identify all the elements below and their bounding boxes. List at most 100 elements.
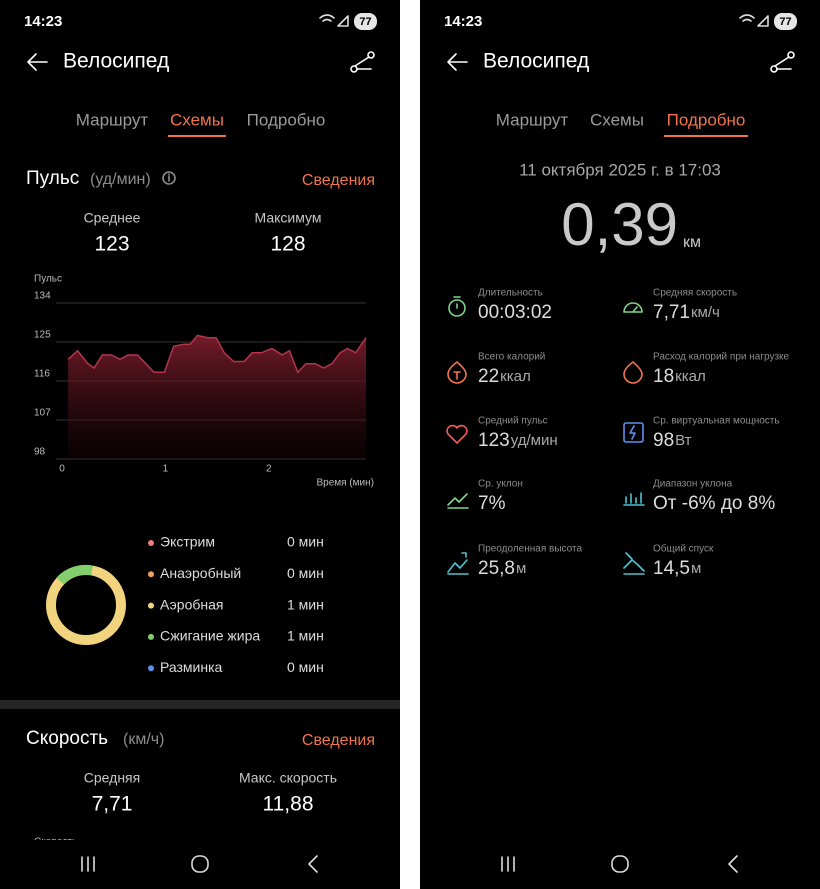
y-tick-label: 125 [34, 330, 51, 341]
status-icons [319, 14, 349, 27]
area-line [67, 334, 367, 374]
metric-number: 98 [653, 430, 674, 451]
nav-buttons[interactable] [81, 855, 318, 873]
metric-unit: уд/мин [511, 432, 558, 449]
battery-level: 77 [359, 16, 371, 28]
metric-number: 22 [478, 366, 499, 387]
metric-number: 7,71 [653, 302, 690, 323]
metric-unit: ккал [500, 368, 531, 385]
zone-duration: 0 мин [287, 659, 324, 675]
tab[interactable]: Схемы [590, 110, 644, 129]
tab[interactable]: Маршрут [496, 110, 569, 129]
metric-number: От -6% до 8% [653, 493, 775, 514]
nav-bar [0, 840, 400, 889]
distance-unit: км [683, 234, 701, 251]
stat-value: 11,88 [263, 793, 314, 816]
stat-value: 7,71 [92, 793, 133, 816]
y-tick-label: 134 [34, 291, 51, 302]
status-time: 14:23 [444, 13, 482, 30]
metric-value: 7% [478, 493, 506, 514]
metric-label: Диапазон уклона [653, 479, 733, 490]
page-title: Велосипед [63, 50, 169, 73]
metric-value: 22ккал [478, 366, 531, 387]
metric-value: 00:03:02 [478, 302, 552, 323]
details-link[interactable]: Сведения [302, 732, 375, 749]
zone-duration: 0 мин [287, 534, 324, 550]
x-tick-label: 1 [163, 464, 169, 475]
workout-date: 11 октября 2025 г. в 17:03 [519, 160, 721, 179]
metric-value: 14,5м [653, 558, 701, 579]
tab-active[interactable]: Схемы [170, 110, 224, 129]
stat-label: Средняя [84, 770, 140, 786]
nav-buttons[interactable] [501, 855, 738, 873]
zone-dot [148, 633, 154, 640]
metric-number: 123 [478, 430, 510, 451]
distance-value: 0,39 [561, 191, 678, 258]
info-icon[interactable] [162, 171, 176, 185]
metric-number: 14,5 [653, 558, 690, 579]
zone-dot [148, 665, 154, 672]
metric-value: 25,8м [478, 558, 526, 579]
y-tick-label: 116 [34, 369, 50, 380]
tab[interactable]: Подробно [247, 110, 326, 129]
metric-number: 25,8 [478, 558, 515, 579]
battery-level: 77 [779, 16, 791, 28]
battery [774, 13, 797, 30]
metric-label: Всего калорий [478, 352, 545, 363]
zone-dot [148, 540, 154, 546]
x-tick-label: 0 [59, 464, 65, 475]
battery [354, 13, 377, 30]
metric-value: 98Вт [653, 430, 692, 451]
pulse-chart: Пульс Время (мин) 98 107 116 125 134 0 1 2 [34, 274, 374, 489]
right-screen [420, 0, 820, 889]
zone-duration: 0 мин [287, 565, 324, 581]
section-title: Скорость [26, 728, 108, 749]
area-fill [68, 335, 366, 459]
stat-label: Максимум [255, 210, 322, 226]
zone-dot [148, 571, 154, 578]
section-divider [0, 700, 400, 709]
tab-underline [168, 135, 226, 137]
metric-label: Ср. уклон [478, 479, 523, 490]
stat-value: 128 [270, 233, 305, 256]
metric-label: Расход калорий при нагрузке [653, 352, 790, 363]
status-icons [739, 14, 769, 27]
tab[interactable]: Маршрут [76, 110, 149, 129]
metric-value: От -6% до 8% [653, 493, 775, 514]
zone-dot [148, 602, 154, 609]
metric-icons [446, 296, 645, 575]
back-button[interactable] [27, 53, 48, 71]
metric-number: 7% [478, 493, 506, 514]
metric-label: Средняя скорость [653, 288, 737, 299]
zone-name: Разминка [160, 659, 223, 675]
stat-value: 123 [94, 233, 129, 256]
metric-unit: м [516, 560, 526, 577]
zone-duration: 1 мин [287, 596, 324, 612]
zone-name: Экстрим [160, 534, 215, 550]
zone-name: Анаэробный [160, 565, 241, 581]
route-button[interactable] [350, 51, 375, 73]
y-tick-label: 98 [34, 447, 46, 458]
metric-value: 123уд/мин [478, 430, 558, 451]
tab-active[interactable]: Подробно [667, 110, 746, 129]
status-time: 14:23 [24, 13, 62, 30]
zone-donut [46, 564, 126, 645]
zone-name: Аэробная [160, 596, 223, 612]
metric-value: 18ккал [653, 366, 706, 387]
metric-label: Длительность [478, 288, 543, 299]
zone-name: Сжигание жира [160, 628, 260, 644]
metric-unit: ккал [675, 368, 706, 385]
zone-duration: 1 мин [287, 628, 324, 644]
metric-number: 00:03:02 [478, 302, 552, 323]
details-link[interactable]: Сведения [302, 172, 375, 189]
page-title: Велосипед [483, 50, 589, 73]
metric-value: 7,71км/ч [653, 302, 720, 323]
metric-unit: м [691, 560, 701, 577]
section-unit: (уд/мин) [90, 171, 151, 188]
route-button[interactable] [770, 51, 795, 73]
metric-label: Общий спуск [653, 543, 714, 555]
back-button[interactable] [447, 53, 468, 71]
section-unit: (км/ч) [123, 731, 164, 748]
y-axis-label: Пульс [34, 274, 62, 285]
